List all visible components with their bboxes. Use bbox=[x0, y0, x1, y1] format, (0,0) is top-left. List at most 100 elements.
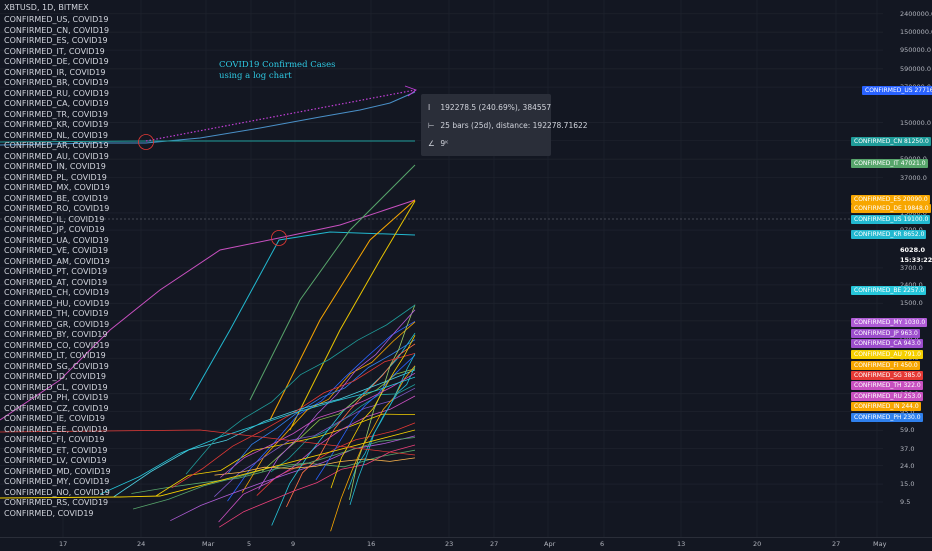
volume-icon: ∠ bbox=[428, 139, 435, 148]
series-tag-value: 791.0 bbox=[901, 351, 921, 358]
series-line bbox=[256, 422, 416, 496]
series-tag-name: CONFIRMED_AU bbox=[854, 351, 902, 358]
series-line bbox=[349, 304, 416, 500]
y-tick-label: 2400000.0 bbox=[900, 9, 932, 18]
legend-item[interactable]: CONFIRMED_BY, COVID19 bbox=[4, 330, 108, 339]
series-line bbox=[228, 339, 416, 474]
legend-item[interactable]: CONFIRMED_PL, COVID19 bbox=[4, 172, 107, 182]
measure-start-circle bbox=[138, 134, 154, 150]
legend-item[interactable]: CONFIRMED_MY, COVID19 bbox=[4, 477, 110, 486]
x-tick-label: May bbox=[873, 540, 887, 548]
legend-item[interactable]: CONFIRMED_CH, COVID19 bbox=[4, 288, 110, 297]
legend-item[interactable]: CONFIRMED_AR, COVID19 bbox=[4, 141, 109, 150]
series-tag-name: CONFIRMED_TH bbox=[854, 382, 902, 389]
series-value-tag: CONFIRMED_DE 19848.0 bbox=[851, 204, 931, 213]
legend-item[interactable]: CONFIRMED_UA, COVID19 bbox=[4, 235, 109, 245]
legend-item[interactable]: CONFIRMED_IR, COVID19 bbox=[4, 67, 106, 77]
series-tag-value: 8652.0 bbox=[901, 231, 925, 238]
series-tag-value: 385.0 bbox=[901, 372, 921, 379]
series-tag-value: 19848.0 bbox=[901, 205, 929, 212]
series-tag-value: 322.0 bbox=[901, 382, 921, 389]
legend-item[interactable]: CONFIRMED_NL, COVID19 bbox=[4, 130, 108, 140]
legend-item[interactable]: CONFIRMED_CL, COVID19 bbox=[4, 382, 108, 392]
legend-item[interactable]: CONFIRMED_SG, COVID19 bbox=[4, 361, 109, 371]
series-line bbox=[131, 449, 416, 494]
series-tag-value: 81250.0 bbox=[902, 138, 929, 145]
countdown-label: 15:33:22 bbox=[900, 256, 932, 264]
legend-item[interactable]: CONFIRMED_DE, COVID19 bbox=[4, 57, 109, 66]
legend-item[interactable]: CONFIRMED_ES, COVID19 bbox=[4, 36, 108, 45]
legend-item[interactable]: CONFIRMED_AU, COVID19 bbox=[4, 151, 109, 161]
series-line bbox=[269, 199, 416, 421]
legend-item[interactable]: CONFIRMED_IE, COVID19 bbox=[4, 414, 105, 423]
legend-item[interactable]: CONFIRMED_JP, COVID19 bbox=[4, 225, 105, 234]
legend-item[interactable]: CONFIRMED_VE, COVID19 bbox=[4, 246, 109, 255]
legend-item[interactable]: CONFIRMED_CN, COVID19 bbox=[4, 25, 110, 35]
legend-item[interactable]: CONFIRMED_FI, COVID19 bbox=[4, 435, 105, 444]
legend-item[interactable]: CONFIRMED_BR, COVID19 bbox=[4, 78, 109, 87]
series-tag-name: CONFIRMED_PH bbox=[854, 414, 902, 421]
legend-item[interactable]: CONFIRMED_NO, COVID19 bbox=[4, 487, 110, 497]
legend-item[interactable]: CONFIRMED_AM, COVID19 bbox=[4, 256, 110, 266]
series-value-tag: CONFIRMED_TH 322.0 bbox=[851, 381, 923, 390]
legend-item[interactable]: CONFIRMED_RU, COVID19 bbox=[4, 88, 109, 98]
series-tag-value: 230.0 bbox=[901, 414, 921, 421]
legend-item[interactable]: CONFIRMED_CZ, COVID19 bbox=[4, 403, 109, 413]
legend-item[interactable]: CONFIRMED_GR, COVID19 bbox=[4, 319, 110, 329]
legend-item[interactable]: CONFIRMED_KR, COVID19 bbox=[4, 120, 109, 129]
legend-item[interactable]: CONFIRMED, COVID19 bbox=[4, 508, 94, 518]
time-axis[interactable] bbox=[0, 537, 932, 551]
series-value-tag: CONFIRMED_PH 230.0 bbox=[851, 413, 923, 422]
series-line bbox=[0, 199, 416, 421]
legend-item[interactable]: CONFIRMED_CO, COVID19 bbox=[4, 340, 110, 350]
series-line bbox=[289, 200, 416, 431]
price-range-icon: Ι bbox=[428, 103, 431, 112]
legend-item[interactable]: CONFIRMED_MD, COVID19 bbox=[4, 466, 111, 476]
series-tag-value: 47021.0 bbox=[898, 160, 926, 167]
tooltip-price-range: 192278.5 (240.69%), 384557 bbox=[440, 103, 552, 112]
series-tag-value: 20090.0 bbox=[900, 196, 928, 203]
series-value-tag: CONFIRMED_IT 47021.0 bbox=[851, 159, 928, 168]
series-line bbox=[227, 320, 416, 502]
legend-item[interactable]: CONFIRMED_RO, COVID19 bbox=[4, 204, 110, 213]
chart-annotation: COVID19 Confirmed Cases using a log char… bbox=[219, 60, 336, 82]
legend-item[interactable]: CONFIRMED_MX, COVID19 bbox=[4, 183, 110, 192]
legend-item[interactable]: CONFIRMED_US, COVID19 bbox=[4, 15, 109, 24]
legend-item[interactable]: CONFIRMED_PH, COVID19 bbox=[4, 393, 109, 402]
legend-item[interactable]: CONFIRMED_CA, COVID19 bbox=[4, 99, 109, 108]
y-tick-label: 9.5 bbox=[900, 497, 911, 506]
legend-item[interactable]: CONFIRMED_PT, COVID19 bbox=[4, 267, 108, 276]
legend-item[interactable]: CONFIRMED_AT, COVID19 bbox=[4, 277, 108, 287]
series-value-tag: CONFIRMED_MY 1030.0 bbox=[851, 318, 928, 327]
series-tag-name: CONFIRMED_RU bbox=[854, 393, 902, 400]
measure-line bbox=[145, 89, 416, 142]
y-tick-label: 150000.0 bbox=[900, 118, 932, 127]
legend-item[interactable]: CONFIRMED_IL, COVID19 bbox=[4, 214, 105, 224]
series-tag-name: CONFIRMED_SG bbox=[854, 372, 902, 379]
legend-item[interactable]: CONFIRMED_LT, COVID19 bbox=[4, 351, 106, 360]
legend-item[interactable]: CONFIRMED_BE, COVID19 bbox=[4, 193, 109, 203]
series-tag-value: 277166.0 bbox=[914, 87, 932, 94]
series-tag-name: CONFIRMED_IT bbox=[854, 160, 899, 167]
legend-item[interactable]: CONFIRMED_TH, COVID19 bbox=[4, 309, 109, 318]
series-tag-value: 450.0 bbox=[898, 362, 918, 369]
series-tag-value: 943.0 bbox=[901, 340, 921, 347]
legend-item[interactable]: CONFIRMED_IT, COVID19 bbox=[4, 46, 105, 56]
series-line bbox=[189, 231, 416, 401]
series-tag-name: CONFIRMED_US bbox=[865, 87, 913, 94]
legend-item[interactable]: CONFIRMED_EE, COVID19 bbox=[4, 424, 108, 434]
series-line bbox=[170, 435, 416, 522]
legend-item[interactable]: CONFIRMED_HU, COVID19 bbox=[4, 298, 110, 308]
current-price-label: 6028.0 bbox=[900, 246, 926, 254]
legend-item[interactable]: CONFIRMED_IN, COVID19 bbox=[4, 162, 106, 171]
legend-item[interactable]: CONFIRMED_LV, COVID19 bbox=[4, 456, 107, 465]
chart-grid bbox=[0, 0, 883, 537]
series-lines bbox=[0, 91, 416, 532]
x-tick-label: 6 bbox=[600, 540, 605, 548]
x-tick-label: Mar bbox=[202, 540, 215, 548]
legend-item[interactable]: CONFIRMED_ID, COVID19 bbox=[4, 372, 107, 381]
legend-item[interactable]: CONFIRMED_RS, COVID19 bbox=[4, 498, 109, 507]
legend-item[interactable]: CONFIRMED_ET, COVID19 bbox=[4, 445, 108, 455]
legend-item[interactable]: CONFIRMED_TR, COVID19 bbox=[4, 109, 108, 119]
